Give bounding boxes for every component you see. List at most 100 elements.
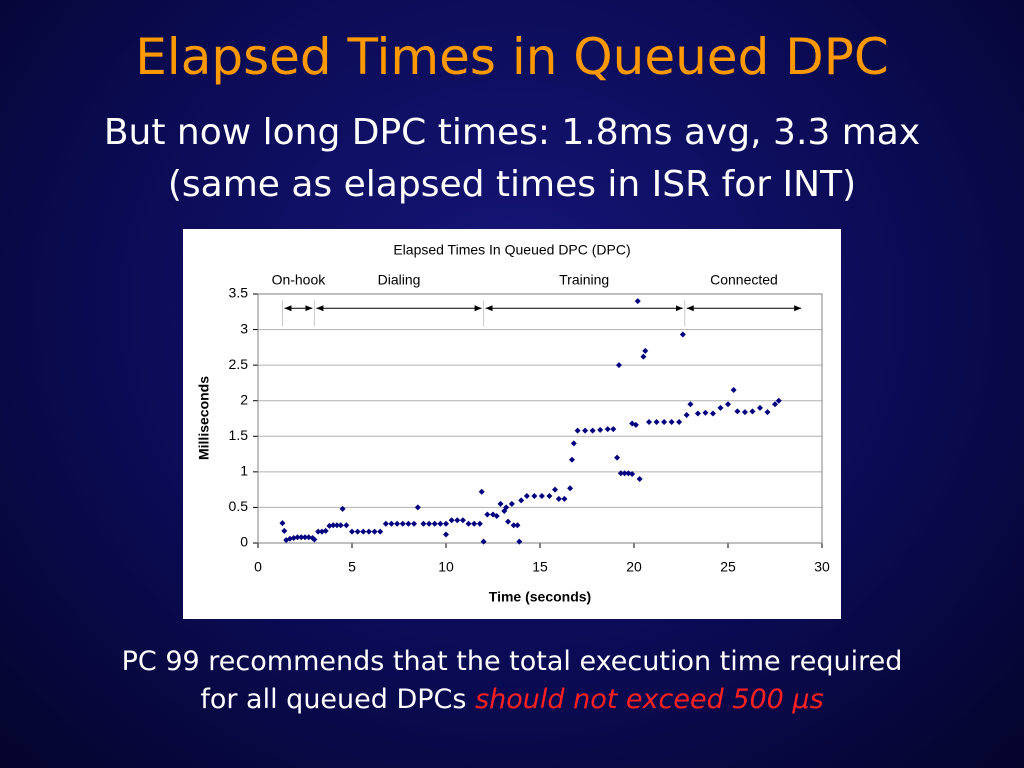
data-point: [459, 517, 466, 524]
data-point: [405, 520, 412, 527]
data-point: [294, 534, 301, 541]
data-point: [309, 535, 316, 542]
data-point: [510, 522, 517, 529]
x-tick-label: 25: [720, 559, 736, 575]
data-point: [443, 520, 449, 527]
data-point: [302, 534, 308, 541]
data-point: [717, 404, 724, 411]
data-point: [431, 520, 438, 527]
plot-frame: [257, 293, 823, 544]
data-point: [636, 475, 643, 482]
data-point: [279, 520, 286, 527]
data-point: [493, 512, 500, 519]
data-point: [568, 456, 575, 463]
data-point: [484, 511, 491, 518]
data-point: [597, 426, 604, 433]
footer-line: PC 99 recommends that the total executio…: [121, 646, 903, 677]
y-tick-label: 0: [240, 534, 248, 550]
phase-label: Training: [559, 272, 609, 288]
data-point: [322, 527, 329, 534]
data-point: [480, 538, 487, 545]
data-point: [333, 522, 340, 529]
footer-highlight: should not exceed 500 µs: [475, 684, 824, 715]
data-point: [343, 522, 350, 529]
data-point: [305, 534, 312, 541]
data-point: [505, 518, 512, 525]
data-point: [764, 409, 771, 416]
y-tick-label: 2: [240, 391, 248, 407]
data-point: [679, 331, 686, 338]
data-point: [582, 427, 589, 434]
data-point: [730, 387, 737, 394]
data-point: [653, 419, 660, 426]
data-point: [330, 522, 337, 529]
data-point: [615, 362, 622, 369]
data-point: [589, 427, 596, 434]
data-point: [360, 528, 367, 535]
data-point: [734, 408, 741, 415]
data-point: [426, 520, 433, 527]
data-point: [642, 347, 649, 354]
y-tick-label: 3: [240, 320, 248, 336]
data-point: [555, 495, 562, 502]
data-point: [614, 454, 621, 461]
data-point: [516, 538, 523, 545]
data-point: [683, 411, 690, 418]
data-point: [617, 470, 624, 477]
footer-line: for all queued DPCs should not exceed 50…: [0, 684, 1024, 715]
x-axis-label: Time (seconds): [489, 589, 591, 605]
data-point: [298, 534, 305, 541]
data-point: [709, 410, 716, 417]
data-point: [570, 440, 577, 447]
data-point: [634, 298, 641, 305]
data-point: [531, 493, 538, 500]
subtitle: (same as elapsed times in ISR for INT): [167, 164, 857, 205]
data-point: [281, 527, 288, 534]
data-point: [471, 520, 478, 527]
data-point: [290, 535, 297, 542]
data-point: [775, 397, 782, 404]
y-axis-label: Milliseconds: [196, 376, 212, 460]
x-tick-label: 5: [348, 559, 356, 575]
data-point: [371, 528, 378, 535]
y-tick-label: 2.5: [229, 356, 249, 372]
data-point: [514, 522, 521, 529]
data-point: [448, 517, 455, 524]
data-point: [337, 522, 344, 529]
data-point: [388, 520, 395, 527]
data-point: [286, 535, 293, 542]
data-point: [349, 528, 355, 535]
data-point: [508, 500, 515, 507]
data-point: [382, 520, 389, 527]
data-point: [538, 493, 545, 500]
data-point: [354, 528, 361, 535]
data-point: [326, 522, 333, 529]
data-point: [443, 531, 449, 538]
data-point: [411, 520, 418, 527]
data-point: [377, 528, 384, 535]
data-point: [574, 427, 581, 434]
data-point: [676, 419, 683, 426]
x-tick-label: 10: [438, 559, 454, 575]
data-point: [741, 409, 748, 416]
x-tick-label: 0: [254, 559, 262, 575]
data-point: [476, 520, 483, 527]
data-point: [687, 401, 694, 408]
data-point: [625, 470, 632, 477]
slide-title: Elapsed Times in Queued DPC: [135, 28, 889, 86]
data-point: [629, 470, 636, 477]
data-point: [561, 495, 568, 502]
data-point: [552, 486, 559, 493]
data-point: [318, 528, 325, 535]
chart: Elapsed Times In Queued DPC (DPC) Time (…: [183, 229, 841, 619]
footer-text: for all queued DPCs: [200, 684, 467, 715]
data-point: [420, 520, 427, 527]
data-point: [546, 493, 553, 500]
data-point: [339, 505, 346, 512]
data-point: [311, 536, 318, 543]
data-point: [756, 404, 763, 411]
data-point: [399, 520, 406, 527]
data-point: [694, 410, 701, 417]
data-point: [503, 504, 510, 511]
